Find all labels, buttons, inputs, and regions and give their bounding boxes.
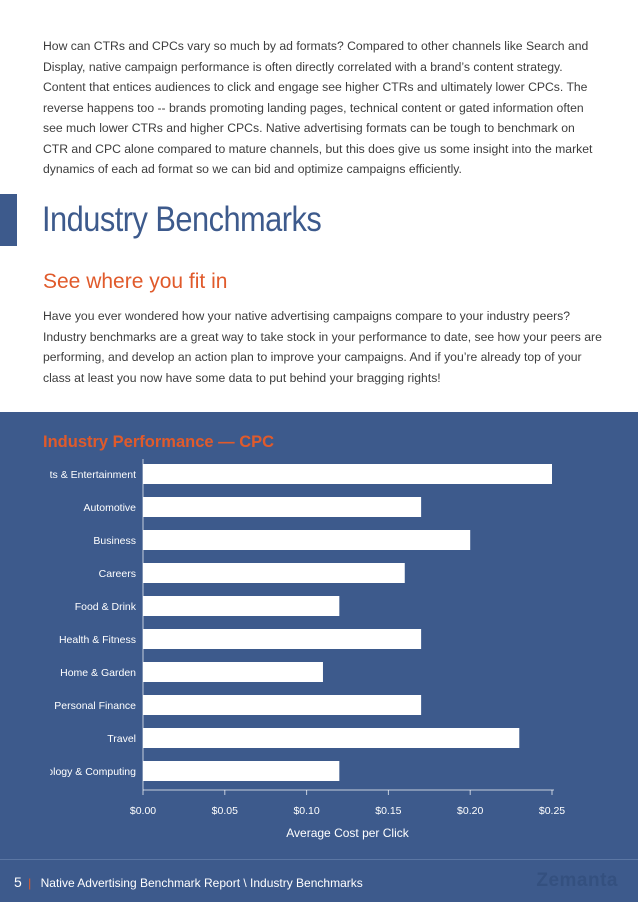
category-label: Food & Drink — [75, 601, 137, 613]
x-tick-label: $0.20 — [457, 805, 483, 817]
section-paragraph: Have you ever wondered how your native a… — [43, 309, 602, 385]
category-label: Automotive — [83, 502, 136, 514]
bar — [143, 464, 552, 484]
bar — [143, 563, 405, 583]
x-tick-label: $0.25 — [539, 805, 565, 817]
x-axis-label: Average Cost per Click — [286, 826, 409, 840]
category-label: Personal Finance — [54, 700, 136, 712]
footer: 5 | Native Advertising Benchmark Report … — [14, 874, 363, 890]
x-tick-label: $0.00 — [130, 805, 156, 817]
category-label: Arts & Entertainment — [39, 469, 136, 481]
chart-title: Industry Performance — CPC — [43, 433, 275, 451]
bar — [143, 761, 340, 781]
bar — [143, 530, 471, 550]
footer-separator: | — [28, 876, 32, 890]
category-label: Careers — [99, 568, 136, 580]
bar — [143, 596, 340, 616]
section-subtitle: See where you fit in — [43, 270, 228, 293]
category-label: Home & Garden — [60, 667, 136, 679]
bar — [143, 695, 422, 715]
page-number: 5 — [14, 874, 22, 890]
footer-divider — [0, 859, 638, 860]
category-label: Business — [93, 535, 136, 547]
x-tick-label: $0.15 — [375, 805, 401, 817]
category-label: Travel — [107, 733, 136, 745]
category-label: Technology & Computing — [19, 766, 136, 778]
brand-logo: Zemanta — [536, 870, 618, 891]
bar — [143, 629, 422, 649]
cpc-bar-chart: Arts & Entertainment Automotive Business Ca… — [19, 459, 565, 840]
footer-text: Native Advertising Benchmark Report \ In… — [40, 876, 363, 890]
section-accent-bar — [0, 194, 17, 246]
x-tick-label: $0.05 — [212, 805, 238, 817]
bar — [143, 728, 520, 748]
intro-paragraph: How can CTRs and CPCs vary so much by ad… — [43, 39, 593, 176]
bar — [143, 662, 323, 682]
section-title: Industry Benchmarks — [42, 200, 322, 239]
chart-panel: Industry Performance — CPC Arts & Entert… — [0, 412, 638, 902]
x-tick-label: $0.10 — [293, 805, 319, 817]
bar — [143, 497, 422, 517]
category-label: Health & Fitness — [59, 634, 136, 646]
